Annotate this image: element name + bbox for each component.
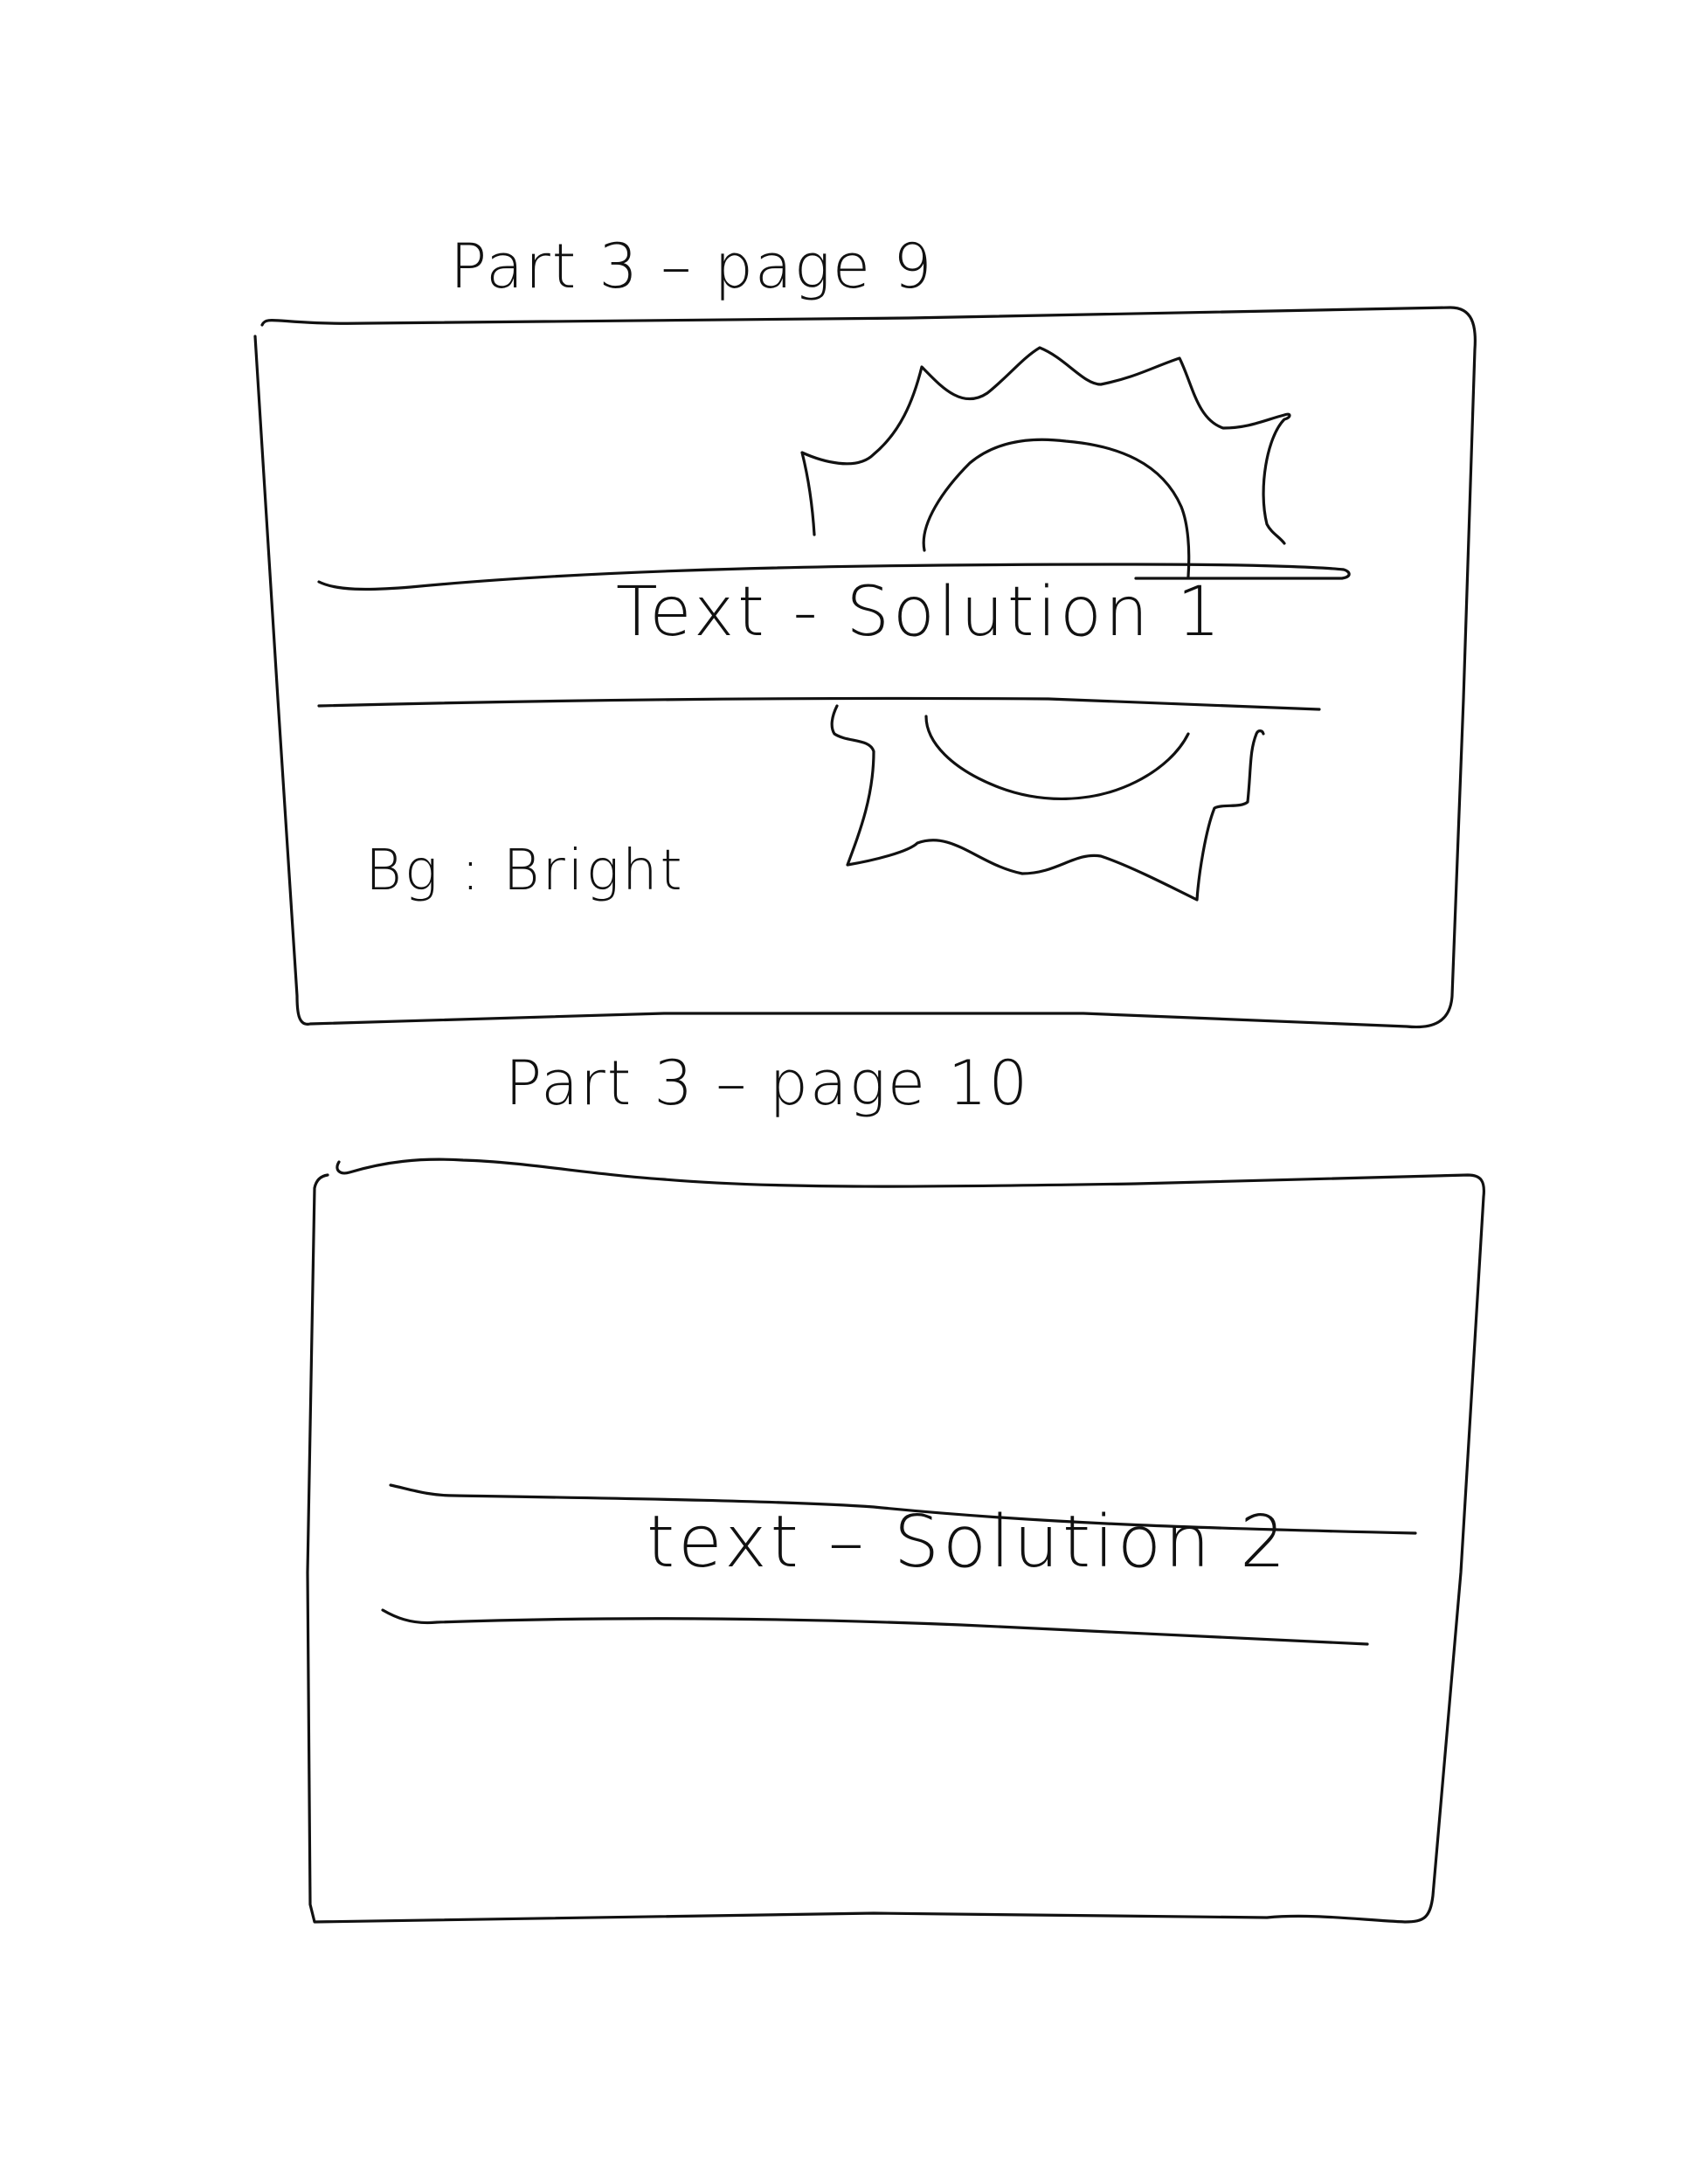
sun-arc-lower: [924, 715, 1190, 800]
solution-1-caption: Text - Solution 1: [616, 573, 1224, 652]
frame-page-9: [253, 306, 1477, 1029]
frame-page-10: [306, 1158, 1486, 1924]
caption-band-top-2: [389, 1483, 1417, 1535]
caption-band-top-1: [317, 563, 1351, 591]
page-10-title: Part 3 – page 10: [505, 1047, 1030, 1119]
background-note: Bg : Bright: [365, 839, 685, 903]
solution-2-caption: text – Solution 2: [647, 1501, 1290, 1584]
caption-band-bottom-2: [381, 1608, 1369, 1646]
page-9-title: Part 3 – page 9: [450, 231, 934, 302]
frame-page-9-outline: [253, 306, 1477, 1029]
sun-rays-upper: [800, 346, 1291, 545]
sun-rays-lower: [830, 704, 1265, 902]
caption-band-bottom-1: [317, 696, 1321, 711]
sun-icon: [800, 346, 1291, 902]
sun-arc-upper: [922, 438, 1191, 578]
frame-page-10-outline: [306, 1158, 1486, 1924]
